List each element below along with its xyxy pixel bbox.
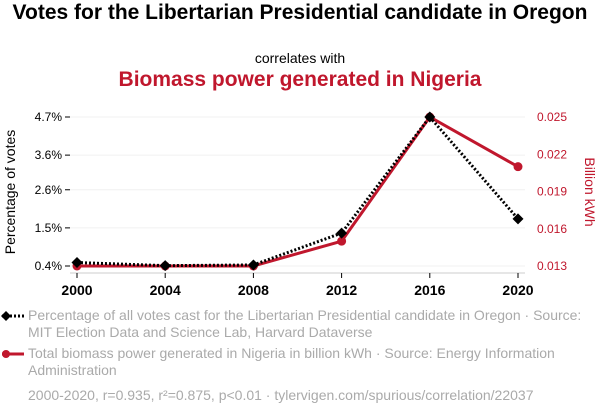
x-tick-label: 2012 [326, 282, 357, 298]
y-axis-label: Percentage of votes [2, 130, 18, 255]
x-tick-label: 2004 [150, 282, 181, 298]
y-tick-label: 4.7% [35, 110, 63, 124]
y-right-axis-label: Billion kWh [582, 157, 598, 226]
y-right-tick-label: 0.016 [537, 222, 567, 236]
data-point-votes [336, 227, 348, 239]
y-tick-label: 1.5% [35, 221, 63, 235]
y-right-tick-label: 0.025 [537, 110, 567, 124]
x-tick-label: 2000 [61, 282, 92, 298]
legend-label-votes: Percentage of all votes cast for the Lib… [28, 307, 582, 340]
y-right-tick-label: 0.013 [537, 259, 567, 273]
data-point-votes [159, 260, 171, 272]
chart-title-2: Biomass power generated in Nigeria [118, 68, 482, 91]
x-tick-label: 2016 [414, 282, 445, 298]
legend-item-votes: Percentage of all votes cast for the Lib… [28, 307, 588, 341]
legend-marker-biomass [2, 350, 10, 358]
footer-stats: 2000-2020, r=0.935, r²=0.875, p<0.01 · t… [28, 387, 534, 403]
chart-subtitle: correlates with [254, 50, 346, 66]
data-point-biomass [337, 236, 347, 246]
y-tick-label: 2.6% [35, 183, 63, 197]
data-point-votes [247, 259, 259, 271]
legend-marker-votes [1, 311, 11, 321]
chart-title: Votes for the Libertarian Presidential c… [12, 1, 588, 24]
x-tick-label: 2008 [238, 282, 269, 298]
data-point-votes [512, 213, 524, 225]
legend-label-biomass: Total biomass power generated in Nigeria… [28, 345, 555, 378]
data-point-votes [71, 257, 83, 269]
data-point-votes [424, 111, 436, 123]
x-tick-label: 2020 [502, 282, 533, 298]
legend-item-biomass: Total biomass power generated in Nigeria… [28, 345, 588, 379]
data-point-biomass [513, 162, 523, 172]
series-line-biomass [77, 115, 519, 268]
y-tick-label: 3.6% [35, 148, 63, 162]
y-tick-label: 0.4% [35, 259, 63, 273]
y-right-tick-label: 0.019 [537, 185, 567, 199]
series-line-votes [76, 114, 520, 268]
y-right-tick-label: 0.022 [537, 147, 567, 161]
